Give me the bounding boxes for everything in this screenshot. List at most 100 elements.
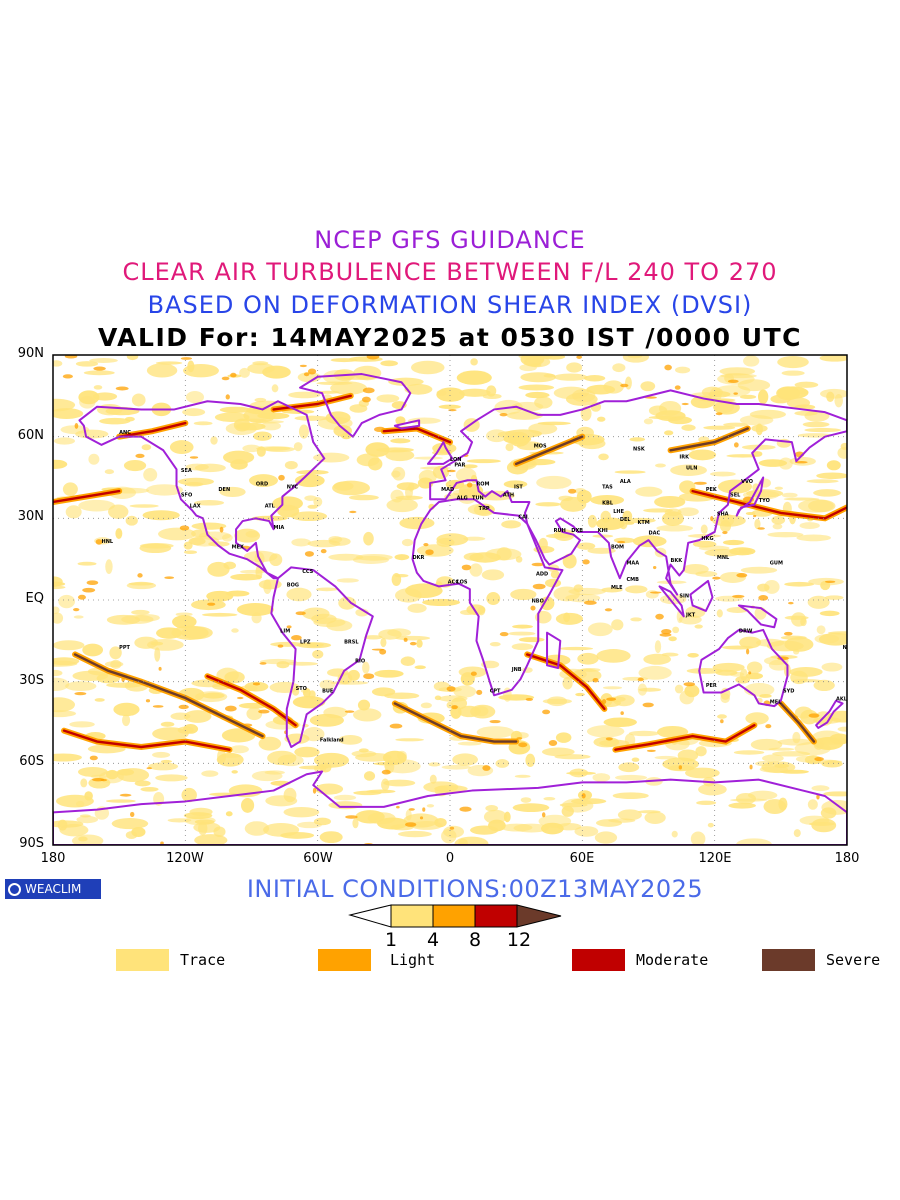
trace-patch	[821, 799, 847, 815]
light-patch	[82, 587, 96, 593]
turbulence-field	[53, 355, 847, 845]
trace-patch	[696, 800, 717, 806]
south-america-coast	[270, 566, 374, 748]
light-patch	[225, 705, 237, 712]
trace-patch	[643, 653, 671, 665]
trace-patch	[746, 661, 763, 674]
valid-time-line: VALID For: 14MAY2025 at 0530 IST /0000 U…	[98, 323, 802, 352]
trace-patch	[433, 681, 450, 692]
trace-patch	[677, 507, 699, 517]
trace-patch	[566, 362, 583, 373]
trace-patch	[347, 669, 360, 681]
light-patch	[637, 677, 644, 682]
initial-conditions: INITIAL CONDITIONS:00Z13MAY2025	[246, 875, 704, 903]
trace-patch	[395, 738, 424, 742]
australia-coast	[698, 628, 789, 708]
trace-patch	[146, 363, 178, 378]
trace-patch	[294, 474, 325, 488]
trace-patch	[307, 539, 341, 548]
light-patch	[568, 488, 577, 494]
lon-label-180e: 180	[834, 851, 860, 866]
light-patch	[152, 705, 164, 708]
trace-patch	[420, 702, 432, 709]
light-patch	[476, 689, 483, 695]
light-patch	[722, 531, 728, 535]
trace-patch	[148, 762, 179, 771]
trace-patch	[553, 586, 580, 602]
trace-patch	[755, 761, 775, 767]
trace-patch	[611, 619, 624, 631]
trace-patch	[53, 606, 60, 614]
trace-patch	[139, 543, 172, 554]
trace-patch	[778, 457, 793, 470]
trace-patch	[230, 459, 248, 470]
station-code: DEN	[218, 487, 230, 493]
station-code: KHI	[598, 528, 608, 534]
light-patch	[694, 481, 707, 485]
light-patch	[446, 469, 456, 473]
trace-patch	[722, 645, 754, 650]
light-patch	[646, 749, 656, 752]
trace-patch	[58, 594, 75, 609]
trace-patch	[784, 581, 815, 587]
station-code: MEL	[770, 699, 782, 705]
trace-patch	[380, 637, 387, 648]
trace-patch	[76, 815, 99, 824]
trace-patch	[319, 679, 336, 690]
light-patch	[278, 474, 285, 481]
trace-patch	[231, 628, 239, 633]
moderate-band	[614, 724, 756, 751]
colorbar-tick-8: 8	[468, 929, 482, 951]
greenland-coast	[299, 373, 412, 438]
light-patch	[145, 699, 151, 703]
trace-patch	[695, 746, 707, 757]
station-code: LOS	[457, 580, 468, 586]
station-code: CAI	[518, 514, 528, 520]
trace-patch	[766, 640, 804, 652]
station-code: CCS	[302, 569, 313, 575]
trace-patch	[648, 405, 668, 416]
station-code: HKG	[701, 536, 713, 542]
light-patch	[405, 822, 417, 827]
trace-patch	[530, 363, 542, 367]
trace-patch	[655, 463, 666, 468]
trace-patch	[183, 541, 193, 550]
trace-patch	[460, 672, 475, 686]
light-patch	[664, 364, 672, 371]
trace-patch	[629, 437, 646, 442]
trace-patch	[330, 358, 358, 363]
light-patch	[736, 573, 748, 578]
light-patch	[62, 374, 73, 379]
trace-patch	[575, 692, 585, 697]
trace-patch	[191, 529, 210, 538]
trace-patch	[661, 511, 684, 526]
trace-patch	[413, 456, 443, 460]
light-patch	[277, 644, 284, 648]
trace-patch	[819, 610, 840, 617]
trace-patch	[53, 820, 84, 828]
trace-patch	[184, 481, 204, 487]
trace-patch	[514, 774, 531, 778]
trace-patch	[193, 421, 213, 426]
trace-patch	[749, 409, 786, 419]
trace-patch	[214, 412, 250, 423]
trace-patch	[698, 783, 727, 796]
light-patch	[748, 671, 752, 675]
station-code: RUH	[554, 528, 566, 534]
trace-patch	[793, 829, 801, 838]
trace-patch	[547, 696, 568, 707]
trace-patch	[71, 834, 104, 845]
trace-patch	[594, 831, 618, 844]
trace-patch	[330, 680, 369, 685]
trace-patch	[399, 516, 435, 530]
station-code: MLE	[611, 585, 623, 591]
station-code: ULN	[686, 465, 697, 471]
station-code: DEL	[620, 517, 632, 523]
trace-patch	[185, 463, 209, 471]
trace-patch	[603, 717, 637, 727]
station-code: LON	[450, 457, 461, 463]
trace-patch	[111, 818, 149, 830]
light-patch	[158, 666, 162, 671]
trace-patch	[330, 381, 367, 395]
station-code: NSK	[633, 446, 646, 452]
